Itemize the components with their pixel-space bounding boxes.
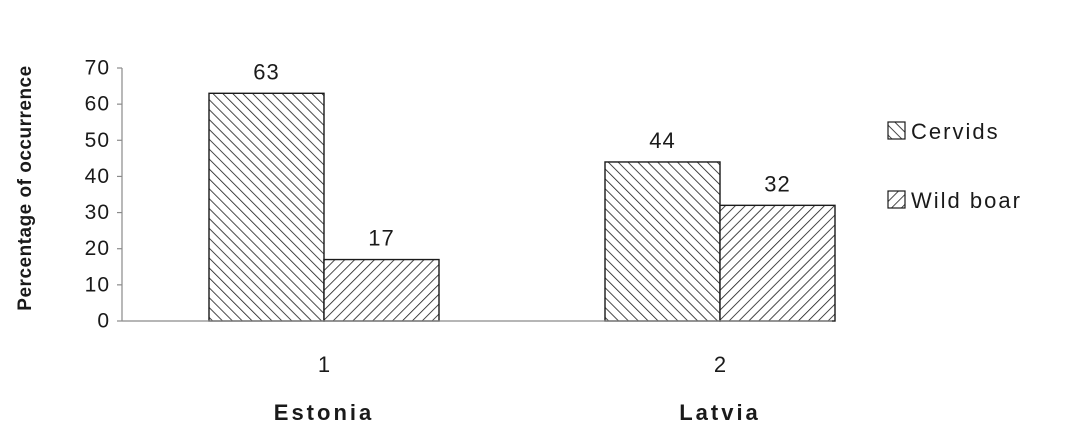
- group-label-estonia: Estonia: [274, 400, 374, 425]
- group-label-latvia: Latvia: [679, 400, 761, 425]
- x-tick-label: 1: [318, 352, 330, 377]
- legend-label-cervids: Cervids: [911, 119, 1000, 144]
- bar-cervids-2: [604, 161, 721, 322]
- y-axis: 0 10 20 30 40 50 60 70: [85, 57, 123, 333]
- y-tick-label: 70: [85, 57, 110, 80]
- data-label-wild-boar-1: 17: [368, 226, 394, 251]
- legend-swatch-wild-boar: [887, 190, 906, 209]
- legend-swatch-cervids: [887, 121, 906, 140]
- bars: [208, 92, 836, 322]
- x-axis: 1 Estonia 2 Latvia: [122, 320, 832, 425]
- y-tick-label: 40: [85, 165, 110, 188]
- data-label-cervids-2: 44: [649, 128, 675, 153]
- x-tick-label: 2: [714, 352, 726, 377]
- data-label-cervids-1: 63: [253, 59, 279, 84]
- y-tick-label: 20: [85, 237, 110, 260]
- y-tick-label: 30: [85, 201, 110, 224]
- y-tick-label: 10: [85, 273, 110, 296]
- legend: Cervids Wild boar: [887, 119, 1022, 213]
- bar-cervids-1: [208, 92, 325, 322]
- data-label-wild-boar-2: 32: [764, 171, 790, 196]
- bar-wild-boar-1: [323, 258, 440, 322]
- y-tick-label: 0: [97, 310, 110, 333]
- bar-wild-boar-2: [719, 204, 836, 322]
- y-axis-title: Percentage of occurrence: [15, 65, 36, 310]
- y-tick-label: 60: [85, 93, 110, 116]
- data-labels: 63 17 44 32: [253, 59, 790, 251]
- y-tick-label: 50: [85, 129, 110, 152]
- legend-label-wild-boar: Wild boar: [911, 188, 1022, 213]
